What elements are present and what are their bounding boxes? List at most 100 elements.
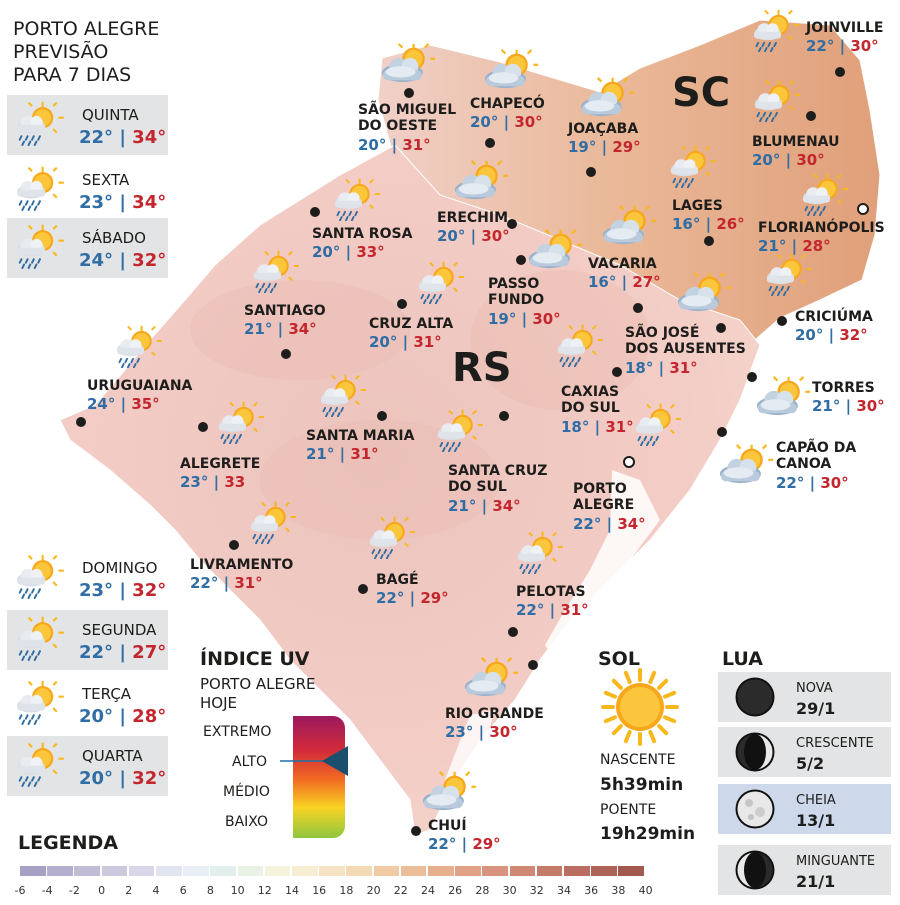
city-temps: 24° | 35° xyxy=(87,395,160,413)
legend-swatch xyxy=(20,866,46,876)
legend-tick: 8 xyxy=(206,884,214,897)
city-max: 31° xyxy=(669,359,698,377)
legend-tick: -2 xyxy=(68,884,80,897)
city-max: 32° xyxy=(839,326,868,344)
legend-title: LEGENDA xyxy=(18,832,119,854)
sun-cloud-rain-icon xyxy=(250,249,302,297)
city-name: BAGÉ xyxy=(376,572,419,588)
city-max: 35° xyxy=(131,395,160,413)
forecast-day-label: SEXTA xyxy=(82,171,130,189)
sun-cloud-rain-icon xyxy=(514,530,566,578)
city-temps: 18° | 31° xyxy=(625,359,698,377)
city-marker xyxy=(806,111,816,121)
legend-swatch xyxy=(292,866,318,876)
city-temps: 20° | 30° xyxy=(437,227,510,245)
forecast-temps: 23° | 34° xyxy=(79,192,167,213)
city-temps: 22° | 30° xyxy=(806,37,879,55)
city-name: CRICIÚMA xyxy=(795,309,873,325)
capital-marker xyxy=(623,456,635,468)
forecast-max: 32° xyxy=(132,250,167,271)
legend-swatch xyxy=(373,866,400,876)
legend-swatch xyxy=(400,866,427,876)
city-marker xyxy=(76,417,86,427)
sun-cloud-icon xyxy=(380,42,436,88)
city-name: TORRES xyxy=(812,380,875,396)
city-marker xyxy=(704,236,714,246)
sun-cloud-icon xyxy=(421,770,477,816)
forecast-temps: 20° | 28° xyxy=(79,706,167,727)
moon-phase-name: CRESCENTE xyxy=(796,736,874,751)
city-marker xyxy=(397,299,407,309)
city-max: 33 xyxy=(224,473,246,491)
legend-tick: 26 xyxy=(448,884,463,897)
legend-swatch xyxy=(74,866,101,876)
legend-swatch xyxy=(101,866,128,876)
city-name: CAXIAS DO SUL xyxy=(561,384,620,416)
moon-phase-2: CHEIA 13/1 xyxy=(718,784,891,834)
city-min: 22° xyxy=(776,474,805,492)
city-temps: 16° | 27° xyxy=(588,273,661,291)
forecast-day-2: SÁBADO 24° | 32° xyxy=(7,218,168,278)
moon-phase-date: 5/2 xyxy=(796,754,825,773)
city-temps: 20° | 31° xyxy=(369,333,442,351)
state-label-sc: SC xyxy=(672,70,731,116)
city-min: 20° xyxy=(752,151,781,169)
sun-cloud-rain-icon xyxy=(751,78,803,126)
title-line-1: PORTO ALEGRE xyxy=(13,18,160,40)
city-marker xyxy=(516,255,526,265)
sun-cloud-rain-icon xyxy=(317,373,369,421)
legend-swatch xyxy=(47,866,73,876)
city-temps: 21° | 30° xyxy=(812,397,885,415)
forecast-max: 28° xyxy=(132,706,167,727)
forecast-temps: 20° | 32° xyxy=(79,768,167,789)
sun-cloud-icon xyxy=(755,375,811,421)
sun-cloud-icon xyxy=(463,656,519,702)
moon-phase-icon xyxy=(734,676,776,722)
legend-tick: 38 xyxy=(611,884,626,897)
moon-phase-name: NOVA xyxy=(796,681,833,696)
city-min: 22° xyxy=(376,589,405,607)
forecast-max: 32° xyxy=(132,768,167,789)
forecast-day-3: DOMINGO 23° | 32° xyxy=(7,548,168,608)
legend-tick: 10 xyxy=(230,884,245,897)
city-min: 21° xyxy=(448,497,477,515)
city-max: 31° xyxy=(560,601,589,619)
city-name: PASSO FUNDO xyxy=(488,276,545,308)
forecast-day-label: QUARTA xyxy=(82,747,143,765)
city-marker xyxy=(411,826,421,836)
forecast-day-label: SEGUNDA xyxy=(82,621,157,639)
sunset-label: POENTE xyxy=(600,802,657,818)
city-marker xyxy=(310,207,320,217)
moon-phase-1: CRESCENTE 5/2 xyxy=(718,727,891,777)
forecast-min: 22° xyxy=(79,127,114,148)
city-marker xyxy=(229,540,239,550)
city-max: 29° xyxy=(472,835,501,853)
city-max: 29° xyxy=(612,138,641,156)
city-min: 20° xyxy=(369,333,398,351)
city-marker xyxy=(198,422,208,432)
legend-swatch xyxy=(618,866,645,876)
legend-tick: 18 xyxy=(339,884,354,897)
city-min: 18° xyxy=(625,359,654,377)
city-marker xyxy=(612,367,622,377)
uv-level-alto: ALTO xyxy=(232,754,268,770)
uv-title: ÍNDICE UV xyxy=(200,648,310,670)
city-marker xyxy=(633,303,643,313)
legend-tick: 36 xyxy=(584,884,599,897)
city-temps: 21° | 34° xyxy=(448,497,521,515)
forecast-max: 34° xyxy=(132,127,167,148)
legend-tick: 4 xyxy=(152,884,160,897)
city-min: 18° xyxy=(561,418,590,436)
sun-cloud-icon xyxy=(718,443,774,489)
city-temps: 22° | 31° xyxy=(516,601,589,619)
forecast-min: 22° xyxy=(79,642,114,663)
uv-level-medio: MÉDIO xyxy=(223,784,270,800)
legend-tick: 2 xyxy=(125,884,133,897)
lagoa-dos-patos xyxy=(545,470,660,660)
city-temps: 20° | 33° xyxy=(312,243,385,261)
legend-swatch xyxy=(482,866,509,876)
city-min: 22° xyxy=(806,37,835,55)
uv-scale-bar xyxy=(293,716,345,838)
forecast-day-0: QUINTA 22° | 34° xyxy=(7,95,168,155)
city-min: 20° xyxy=(358,136,387,154)
